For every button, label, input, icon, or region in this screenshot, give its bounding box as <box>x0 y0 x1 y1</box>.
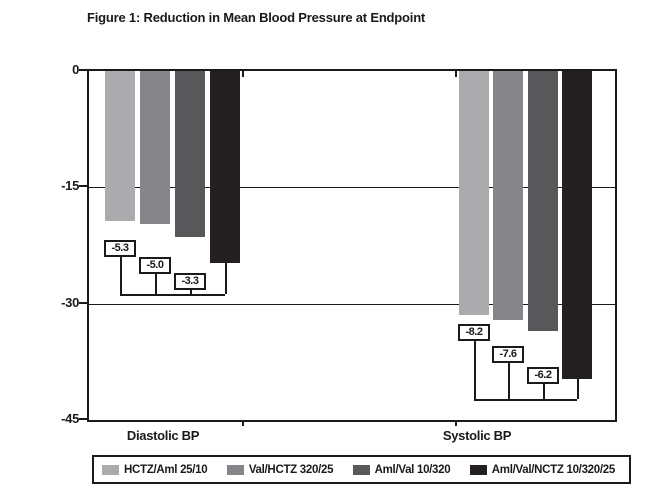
legend-swatch-icon <box>352 464 370 475</box>
category-separator-tick <box>242 71 244 77</box>
annotation-connector <box>190 289 192 294</box>
gridline <box>89 187 615 188</box>
bar-aml-val-10-320 <box>175 71 205 237</box>
annotation-box: -5.0 <box>139 257 171 274</box>
annotation-connector <box>474 399 577 401</box>
legend-item-hctz-aml-25-10: HCTZ/Aml 25/10 <box>102 463 208 476</box>
annotation-connector <box>225 263 227 294</box>
legend-label: Aml/Val/NCTZ 10/320/25 <box>491 463 615 476</box>
annotation-connector <box>120 294 225 296</box>
figure-title: Figure 1: Reduction in Mean Blood Pressu… <box>87 10 426 25</box>
y-axis-tick <box>79 302 87 304</box>
bar-aml-val-nctz-10-320-25 <box>210 71 240 263</box>
y-axis-tick-label: -30 <box>61 295 79 310</box>
annotation-connector <box>155 273 157 294</box>
legend-swatch-icon <box>469 464 487 475</box>
bar-hctz-aml-25-10 <box>459 71 489 315</box>
legend-item-aml-val-10-320: Aml/Val 10/320 <box>352 463 451 476</box>
annotation-connector <box>508 362 510 399</box>
annotation-connector <box>543 383 545 399</box>
category-label: Diastolic BP <box>126 428 200 443</box>
legend-item-aml-val-nctz-10-320-25: Aml/Val/NCTZ 10/320/25 <box>469 463 615 476</box>
annotation-box: -7.6 <box>492 346 524 363</box>
y-axis-tick-label: -45 <box>61 411 79 426</box>
legend-label: Val/HCTZ 320/25 <box>248 463 334 476</box>
category-label: Systolic BP <box>442 428 512 443</box>
y-axis-tick <box>79 69 87 71</box>
bar-aml-val-nctz-10-320-25 <box>562 71 592 379</box>
y-axis-tick-label: -15 <box>61 178 79 193</box>
bar-val-hctz-320-25 <box>493 71 523 320</box>
annotation-connector <box>120 256 122 294</box>
legend-label: HCTZ/Aml 25/10 <box>124 463 208 476</box>
annotation-box: -6.2 <box>527 367 559 384</box>
bar-val-hctz-320-25 <box>140 71 170 224</box>
y-axis-tick-label: 0 <box>72 62 79 77</box>
y-axis-tick <box>79 418 87 420</box>
bar-hctz-aml-25-10 <box>105 71 135 221</box>
annotation-connector <box>577 379 579 399</box>
plot-area: -5.3 -5.0 -3.3 -8.2 -7.6 -6.2 <box>87 69 617 422</box>
annotation-box: -8.2 <box>458 324 490 341</box>
legend-swatch-icon <box>102 464 119 475</box>
gridline <box>89 304 615 305</box>
category-separator-tick <box>455 420 457 426</box>
annotation-box: -3.3 <box>174 273 206 290</box>
bar-aml-val-10-320 <box>528 71 558 331</box>
legend-swatch-icon <box>226 464 244 475</box>
annotation-box: -5.3 <box>104 240 136 257</box>
y-axis-tick <box>79 185 87 187</box>
category-separator-tick <box>455 71 457 77</box>
legend: HCTZ/Aml 25/10 Val/HCTZ 320/25 Aml/Val 10/… <box>92 455 631 484</box>
annotation-connector <box>474 340 476 399</box>
legend-label: Aml/Val 10/320 <box>374 463 451 476</box>
category-separator-tick <box>242 420 244 426</box>
legend-item-val-hctz-320-25: Val/HCTZ 320/25 <box>226 463 334 476</box>
